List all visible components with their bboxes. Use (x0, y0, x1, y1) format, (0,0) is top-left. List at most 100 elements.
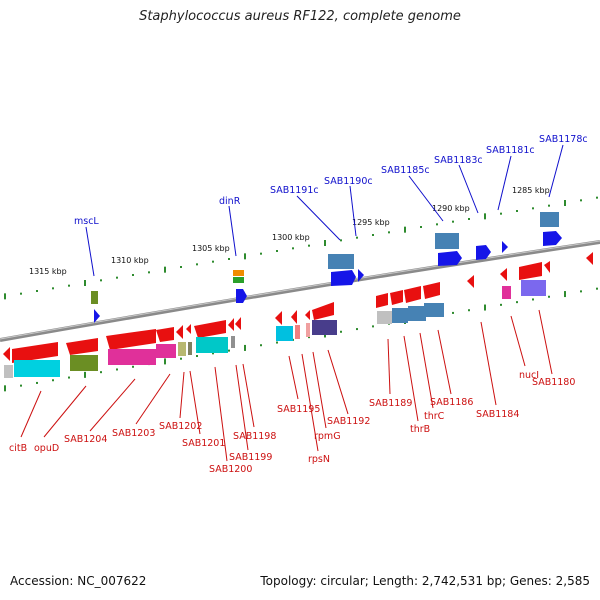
gene-label-SAB1181c: SAB1181c (486, 145, 535, 156)
gene-label-nucI: nucI (519, 370, 539, 381)
feature-SAB1189-domain (377, 311, 392, 324)
leader-rpmG (312, 351, 327, 429)
feature-SAB1201-domain (188, 342, 192, 355)
gene-far-right-arrow (586, 252, 593, 265)
gene-SAB1185c-arrow (438, 251, 462, 266)
scale-label-1295: 1295 kbp (352, 218, 390, 227)
upper-tick (436, 223, 438, 226)
lower-tick (36, 381, 38, 384)
feature-SAB1199-domain (231, 336, 235, 348)
lower-tick (228, 349, 230, 352)
upper-tick (484, 213, 486, 220)
gene-label-SAB1195: SAB1195 (277, 404, 320, 415)
leader-SAB1178c (548, 144, 564, 198)
lower-tick (468, 309, 470, 312)
gene-SAB1178c-arrow (543, 231, 562, 246)
lower-tick (532, 298, 534, 301)
leader-thrB (403, 335, 419, 422)
upper-tick (420, 226, 422, 228)
upper-tick (68, 284, 70, 287)
feature-rpmG-domain (306, 323, 310, 337)
gene-label-SAB1202: SAB1202 (159, 421, 202, 432)
leader-citB (20, 390, 42, 438)
upper-tick (516, 210, 518, 212)
lower-tick (52, 379, 54, 382)
scale-label-1300: 1300 kbp (272, 233, 310, 242)
leader-SAB1198 (242, 363, 255, 428)
scale-label-1290: 1290 kbp (432, 204, 470, 213)
upper-tick (532, 207, 534, 210)
gene-label-citB: citB (9, 443, 27, 454)
feature-SAB1178c-domain (540, 212, 559, 227)
lower-tick (276, 341, 278, 344)
gene-mscL-arrow (94, 309, 100, 323)
gene-label-rpsN: rpsN (308, 454, 330, 465)
upper-tick (164, 266, 166, 273)
gene-label-SAB1190c: SAB1190c (324, 176, 373, 187)
lower-tick (68, 376, 70, 379)
upper-tick (196, 263, 198, 266)
upper-tick (340, 239, 342, 242)
gene-label-SAB1183c: SAB1183c (434, 155, 483, 166)
gene-label-SAB1189: SAB1189 (369, 398, 412, 409)
lower-tick (580, 290, 582, 293)
leader-SAB1200 (214, 366, 228, 462)
gene-SAB1180-tail (544, 261, 550, 273)
gene-SAB1204-body (106, 329, 156, 350)
gene-label-SAB1201: SAB1201 (182, 438, 225, 449)
leader-SAB1203 (135, 373, 171, 425)
feature-citB-domain-grey (4, 365, 13, 378)
map-title: Staphylococcus aureus RF122, complete ge… (139, 9, 461, 24)
gene-label-SAB1178c: SAB1178c (539, 134, 588, 145)
gene-SAB1201-arrow (186, 324, 191, 334)
upper-tick (52, 287, 54, 290)
feature-dinR-domain-1 (233, 270, 244, 276)
gene-SAB1192-body (312, 302, 334, 320)
upper-tick (308, 244, 310, 247)
lower-tick (596, 287, 598, 290)
feature-SAB1200-domain (196, 337, 228, 353)
lower-tick (4, 385, 6, 392)
lower-tick (100, 371, 102, 374)
gene-label-thrB: thrB (410, 424, 430, 435)
leader-dinR (228, 205, 237, 257)
feature-SAB1204-domain (108, 349, 156, 365)
leader-SAB1185c (408, 175, 444, 222)
leader-SAB1192 (327, 349, 349, 415)
feature-nucI-domain (502, 286, 511, 299)
lower-tick (116, 368, 118, 371)
leader-SAB1201 (189, 370, 201, 435)
upper-tick (228, 258, 230, 260)
upper-tick (148, 271, 150, 274)
genome-backbone (0, 240, 600, 342)
gene-rpmG-arrow (305, 310, 310, 320)
leader-nucI (510, 315, 526, 367)
gene-label-SAB1203: SAB1203 (112, 428, 155, 439)
upper-tick (36, 290, 38, 292)
lower-tick (516, 301, 518, 304)
upper-tick (548, 204, 550, 207)
upper-tick (372, 234, 374, 236)
lower-tick (340, 330, 342, 333)
gene-SAB1181c-arrow (502, 241, 508, 253)
upper-tick (564, 200, 566, 206)
lower-tick (564, 291, 566, 298)
genome-summary-text: Topology: circular; Length: 2,742,531 bp… (260, 574, 590, 588)
leader-thrC (419, 332, 434, 409)
scale-label-1285: 1285 kbp (512, 186, 550, 195)
feature-SAB1186-domain (424, 303, 444, 317)
gene-label-SAB1180: SAB1180 (532, 377, 575, 388)
upper-tick (244, 253, 246, 260)
gene-rpsN-arrow (291, 310, 297, 324)
feature-opuD-domain (70, 355, 98, 371)
upper-tick (292, 247, 294, 250)
gene-SAB1195-arrow (275, 311, 282, 325)
gene-SAB1184-arrow (467, 275, 474, 288)
upper-tick (132, 274, 134, 276)
feature-rpsN-domain (295, 325, 300, 339)
leader-SAB1186 (437, 329, 452, 395)
upper-tick (324, 240, 326, 246)
lower-tick (84, 371, 86, 378)
gene-label-thrC: thrC (424, 411, 445, 422)
leader-SAB1189 (387, 338, 391, 395)
